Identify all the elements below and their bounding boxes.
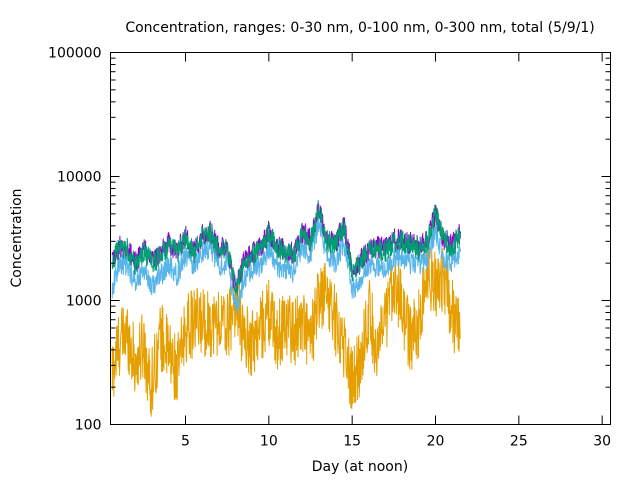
x-tick-label: 25 bbox=[510, 434, 528, 450]
y-tick-label: 100 bbox=[75, 418, 102, 434]
series-line-2 bbox=[111, 200, 461, 296]
x-tick-label: 20 bbox=[427, 434, 445, 450]
series-line-1 bbox=[111, 214, 461, 315]
plot-frame bbox=[110, 52, 611, 425]
y-axis-label: Concentration bbox=[9, 188, 25, 287]
y-tick-label: 1000 bbox=[66, 294, 102, 310]
y-tick-label: 100000 bbox=[48, 46, 101, 62]
series-line-0 bbox=[111, 239, 461, 417]
x-axis-label: Day (at noon) bbox=[312, 459, 408, 475]
x-tick-label: 10 bbox=[260, 434, 278, 450]
x-tick-label: 5 bbox=[181, 434, 190, 450]
y-tick-label: 10000 bbox=[57, 170, 102, 186]
x-tick-label: 30 bbox=[593, 434, 611, 450]
x-tick-label: 15 bbox=[343, 434, 361, 450]
tick-layer: 5 10 15 20 25 30 100 1000 10000 100000 bbox=[48, 46, 611, 450]
chart-title: Concentration, ranges: 0-30 nm, 0-100 nm… bbox=[125, 20, 594, 36]
series-layer bbox=[111, 200, 461, 417]
